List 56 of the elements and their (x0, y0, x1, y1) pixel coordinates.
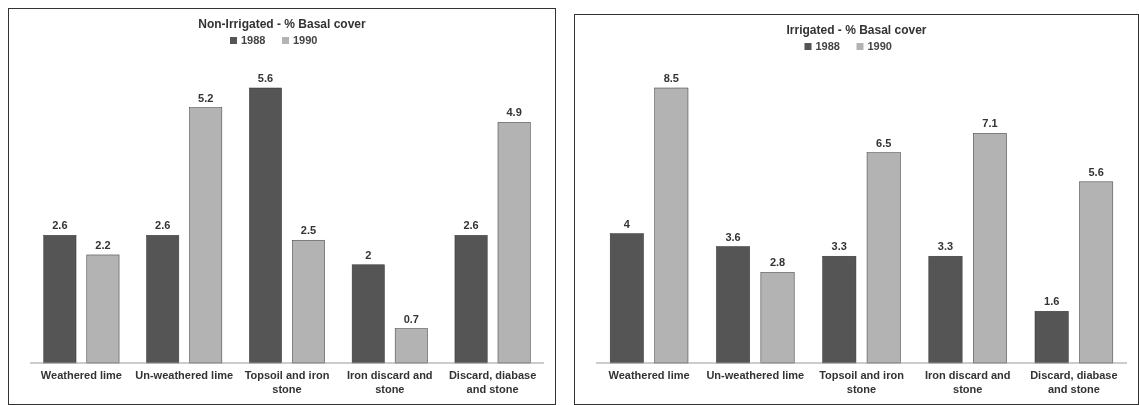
bar (292, 239, 325, 364)
bar (497, 122, 531, 364)
bar (716, 246, 750, 364)
data-label: 2.6 (155, 219, 171, 232)
data-label: 2.6 (52, 219, 68, 232)
data-label: 3.6 (725, 230, 741, 243)
x-tick-label: Iron discard and stone (347, 369, 433, 395)
x-tick-label: Iron discard and stone (924, 369, 1011, 395)
bar (760, 272, 795, 364)
legend-label: 1990 (293, 34, 318, 46)
data-label: 3.3 (937, 240, 954, 253)
chart-title: Irrigated - % Basal cover (786, 23, 927, 37)
legend-label: 1988 (815, 40, 840, 52)
bar (928, 255, 963, 364)
bar (43, 235, 77, 364)
x-tick-label: Weathered lime (40, 369, 122, 381)
bar (973, 133, 1007, 364)
data-label: 2.6 (463, 219, 479, 232)
legend-label: 1990 (867, 40, 892, 52)
bar (1079, 181, 1114, 364)
bar (609, 233, 644, 364)
data-label: 6.5 (876, 136, 892, 149)
data-label: 8.5 (663, 72, 679, 84)
data-label: 4.9 (506, 106, 522, 119)
data-label: 5.6 (257, 72, 274, 84)
x-tick-label: Un-weathered lime (135, 369, 234, 381)
bar (454, 235, 488, 364)
bar (654, 87, 689, 364)
data-label: 1.6 (1044, 295, 1060, 308)
x-tick-label: Topsoil and iron stone (819, 369, 905, 395)
bar (394, 328, 428, 364)
data-label: 4 (623, 217, 631, 230)
bar (822, 255, 857, 364)
data-label: 3.3 (831, 240, 847, 253)
bar (866, 152, 901, 364)
data-label: 2.2 (95, 238, 111, 251)
data-label: 5.6 (1088, 165, 1104, 178)
data-label: 2 (365, 248, 372, 261)
bar (86, 254, 120, 364)
x-tick-label: Discard, diabase and stone (448, 369, 537, 395)
data-label: 2.8 (769, 256, 786, 269)
data-label: 5.2 (198, 91, 214, 104)
bar (351, 264, 385, 364)
legend-label: 1988 (241, 34, 266, 46)
data-label: 2.5 (300, 224, 317, 237)
chart-title: Non-Irrigated - % Basal cover (198, 17, 367, 31)
x-tick-label: Topsoil and iron stone (244, 369, 330, 395)
data-label: 7.1 (982, 117, 998, 130)
bar (1034, 310, 1069, 364)
bar (146, 235, 180, 364)
bar (249, 87, 282, 364)
data-label: 0.7 (403, 312, 419, 325)
bar (189, 107, 223, 364)
x-tick-label: Weathered lime (608, 369, 690, 381)
x-tick-label: Discard, diabase and stone (1030, 369, 1118, 395)
x-tick-label: Un-weathered lime (706, 369, 805, 381)
